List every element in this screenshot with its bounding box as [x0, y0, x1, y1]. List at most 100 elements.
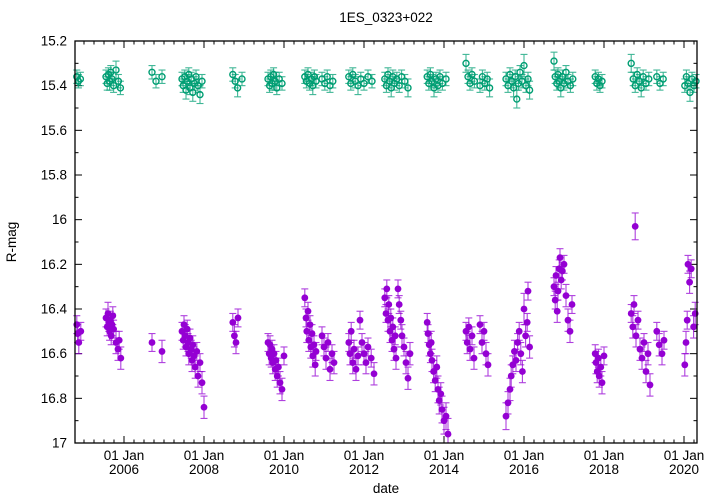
- data-point-comparison-star: [525, 86, 534, 94]
- x-tick-label: 2010: [269, 462, 299, 477]
- error-bar: [659, 71, 667, 87]
- y-tick-label: 15.2: [41, 34, 67, 49]
- data-point-target-blazar: [231, 332, 238, 340]
- y-tick-label: 16.2: [41, 257, 67, 272]
- data-point-target-blazar: [658, 350, 666, 358]
- data-point-comparison-star: [112, 66, 120, 74]
- error-bar: [152, 73, 160, 89]
- data-point-comparison-star: [485, 84, 494, 92]
- data-point-target-blazar: [312, 348, 320, 355]
- data-point-target-blazar: [354, 352, 362, 360]
- y-tick-label: 15.4: [41, 78, 68, 93]
- data-point-target-blazar: [301, 294, 309, 302]
- x-tick-label: 2020: [669, 462, 699, 477]
- data-point-target-blazar: [522, 332, 529, 340]
- data-point-comparison-star: [273, 84, 281, 92]
- data-point-target-blazar: [631, 222, 639, 230]
- data-layer: [73, 51, 700, 443]
- data-point-comparison-star: [631, 81, 639, 90]
- data-point-target-blazar: [232, 339, 240, 346]
- data-point-comparison-star: [364, 73, 372, 81]
- data-point-target-blazar: [566, 327, 574, 335]
- y-tick-label: 16.4: [41, 302, 68, 317]
- data-point-comparison-star: [627, 59, 635, 68]
- data-point-comparison-star: [637, 84, 645, 92]
- error-bar: [329, 73, 337, 89]
- data-point-comparison-star: [462, 59, 470, 68]
- x-tick-label: 2016: [509, 462, 539, 477]
- data-point-target-blazar: [356, 316, 364, 324]
- data-point-comparison-star: [152, 77, 160, 85]
- data-point-comparison-star: [518, 77, 526, 85]
- data-point-target-blazar: [517, 350, 525, 358]
- data-point-comparison-star: [513, 95, 521, 103]
- data-point-comparison-star: [116, 84, 125, 92]
- data-point-target-blazar: [687, 265, 695, 273]
- error-bar: [404, 78, 412, 98]
- data-point-target-blazar: [433, 363, 441, 371]
- x-tick-label: 2018: [589, 462, 619, 477]
- x-tick-label: 01 Jan: [184, 448, 225, 463]
- data-point-comparison-star: [509, 84, 518, 92]
- data-point-target-blazar: [598, 379, 606, 387]
- error-bar: [645, 71, 653, 87]
- x-tick-label: 01 Jan: [664, 448, 705, 463]
- data-point-target-blazar: [524, 287, 532, 295]
- data-point-comparison-star: [368, 77, 376, 85]
- error-bar: [158, 69, 166, 84]
- data-point-comparison-star: [148, 68, 156, 76]
- data-point-target-blazar: [468, 332, 476, 340]
- data-point-comparison-star: [269, 70, 278, 79]
- series-target-blazar: [73, 212, 699, 443]
- data-point-target-blazar: [512, 356, 520, 364]
- data-point-comparison-star: [562, 68, 570, 76]
- x-tick-label: 01 Jan: [504, 448, 545, 463]
- error-bar: [470, 73, 478, 89]
- y-tick-label: 16.8: [41, 391, 67, 406]
- data-point-target-blazar: [404, 374, 412, 382]
- data-point-target-blazar: [520, 305, 528, 313]
- data-point-comparison-star: [238, 75, 246, 83]
- data-point-target-blazar: [630, 301, 638, 308]
- data-point-comparison-star: [442, 75, 450, 83]
- data-point-target-blazar: [682, 339, 690, 346]
- data-point-target-blazar: [322, 354, 330, 362]
- series-comparison-star: [73, 51, 700, 109]
- data-point-target-blazar: [278, 386, 286, 393]
- error-bar: [116, 80, 124, 96]
- data-point-comparison-star: [109, 81, 118, 90]
- data-point-target-blazar: [394, 285, 402, 293]
- data-point-target-blazar: [397, 316, 405, 324]
- error-bar: [692, 73, 700, 89]
- data-point-comparison-star: [323, 73, 331, 81]
- data-point-target-blazar: [470, 354, 478, 362]
- data-point-target-blazar: [406, 350, 414, 358]
- y-tick-label: 15.6: [41, 123, 67, 138]
- x-tick-label: 2006: [109, 462, 139, 477]
- data-point-comparison-star: [233, 84, 242, 92]
- data-point-target-blazar: [395, 301, 403, 308]
- data-point-comparison-star: [692, 77, 700, 85]
- error-bar: [360, 76, 368, 91]
- data-point-target-blazar: [311, 361, 319, 369]
- data-point-target-blazar: [385, 301, 393, 308]
- error-bar: [486, 78, 494, 98]
- data-point-target-blazar: [194, 372, 202, 380]
- error-bar: [442, 71, 450, 87]
- error-bar: [312, 73, 320, 89]
- data-point-target-blazar: [444, 430, 452, 438]
- data-point-comparison-star: [438, 79, 447, 88]
- data-point-comparison-star: [645, 75, 653, 83]
- error-bar: [238, 71, 246, 87]
- error-bar: [569, 71, 577, 87]
- data-point-comparison-star: [196, 90, 204, 99]
- data-point-target-blazar: [115, 336, 123, 344]
- x-tick-label: 01 Jan: [104, 448, 145, 463]
- data-point-comparison-star: [198, 77, 206, 85]
- data-point-target-blazar: [484, 361, 492, 369]
- data-point-target-blazar: [515, 327, 523, 335]
- data-point-target-blazar: [392, 354, 400, 362]
- data-point-target-blazar: [640, 339, 648, 346]
- data-point-target-blazar: [200, 403, 208, 411]
